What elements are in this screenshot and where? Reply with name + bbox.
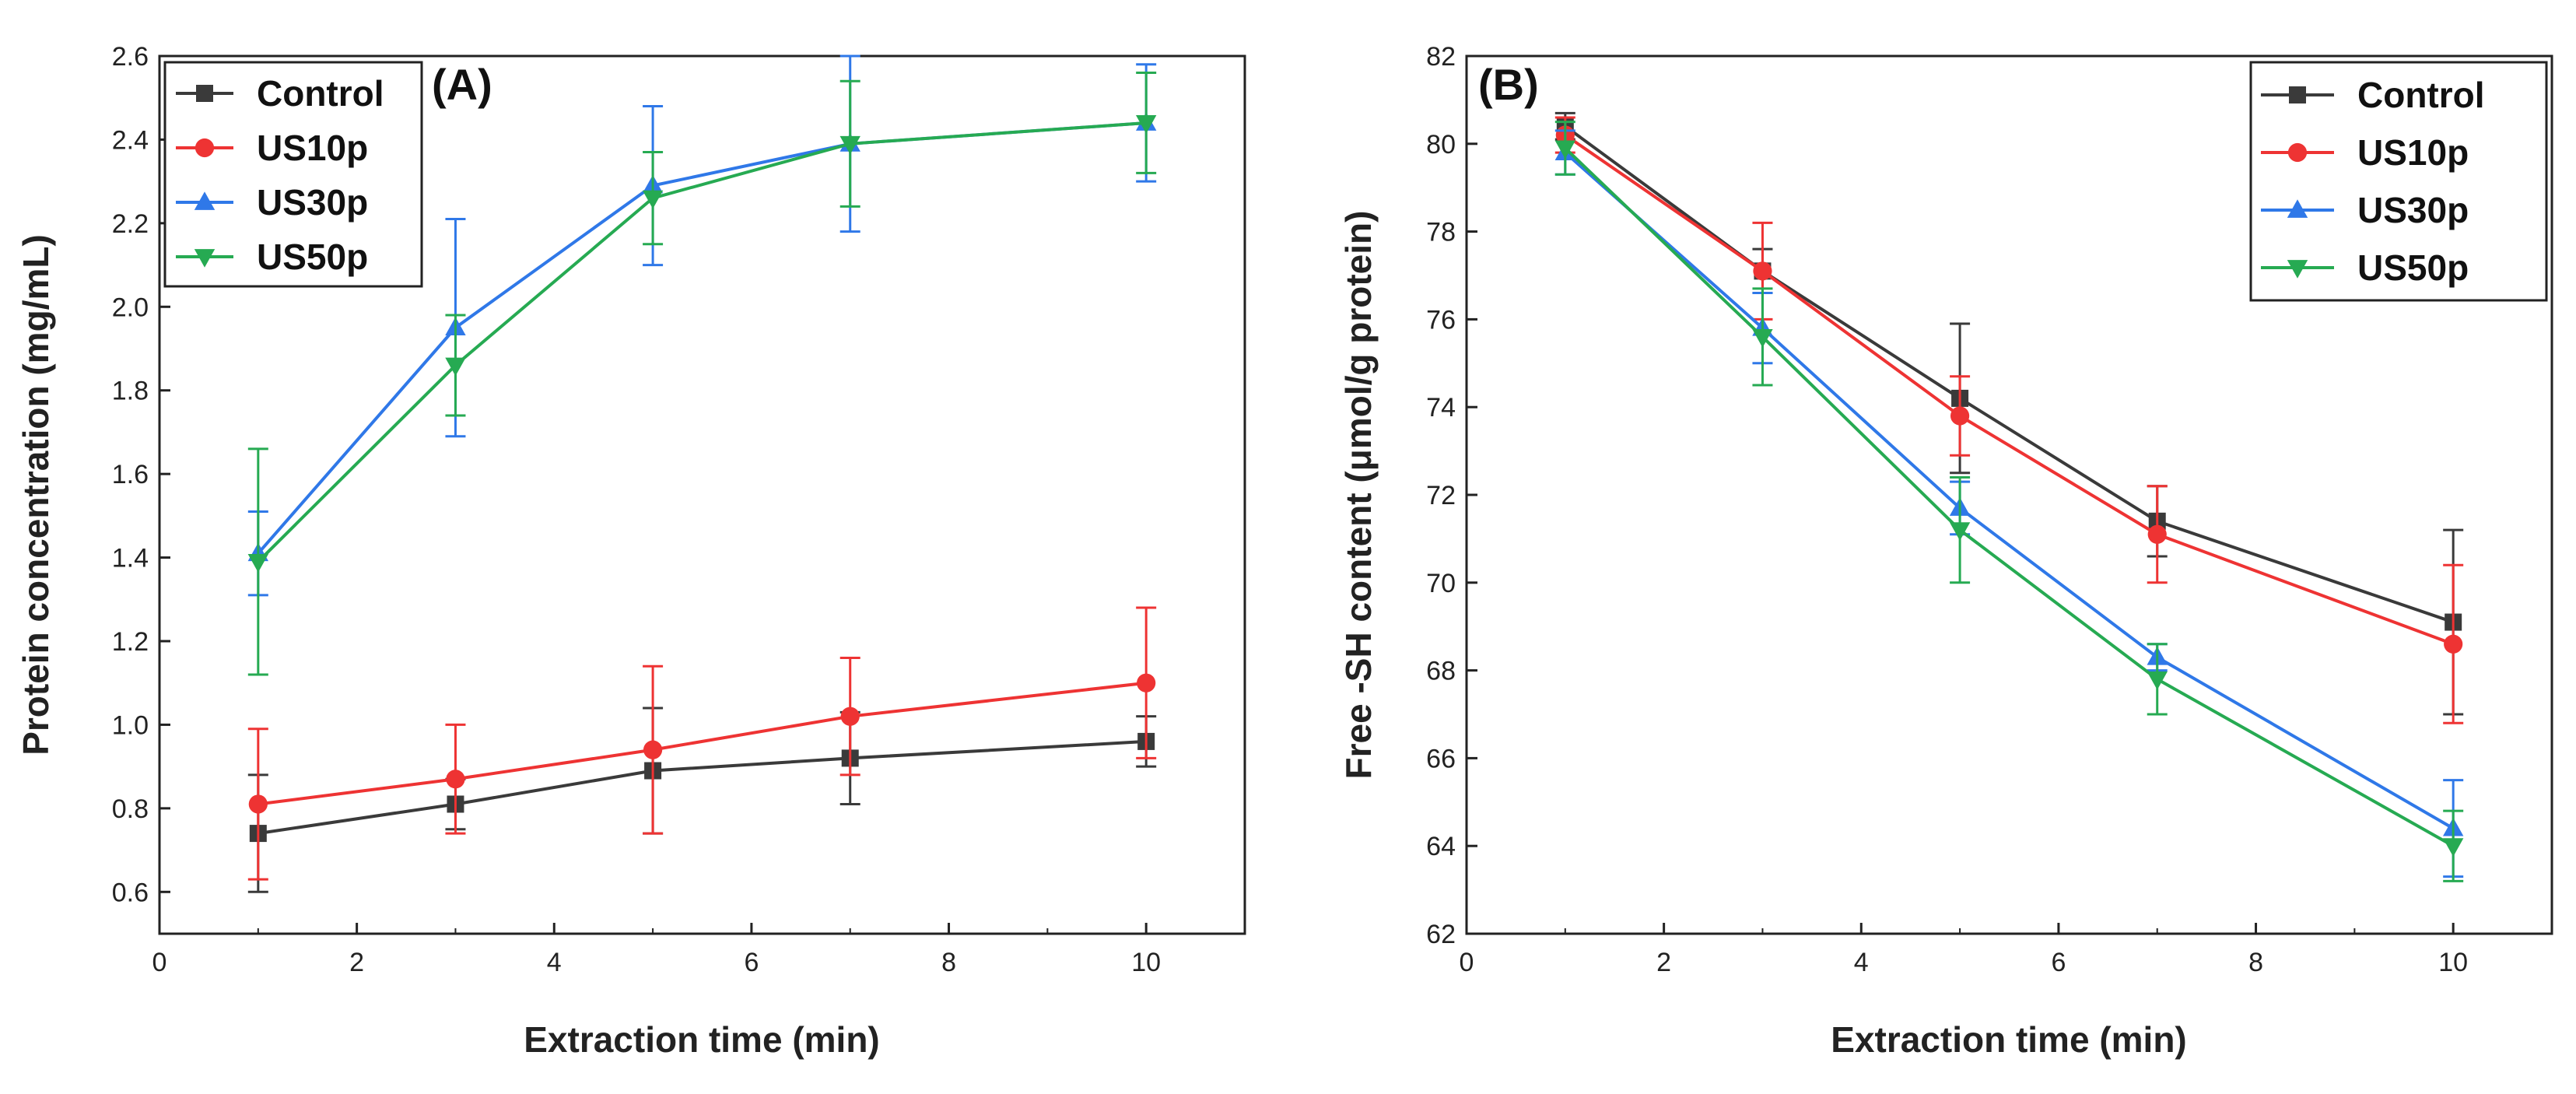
us50p-point (1752, 329, 1773, 348)
panel-a-y-tick-label: 1.8 (112, 377, 149, 406)
panel-a-y-axis-label: Protein concentration (mg/mL) (16, 234, 56, 756)
panel-b-x-tick-label: 8 (2248, 948, 2263, 977)
panel-b-x-tick-label: 4 (1854, 948, 1869, 977)
panel-b-series (1554, 111, 2464, 882)
legend-label: US10p (2357, 132, 2469, 173)
panel-b-legend: Control US10p US30p US50p (2249, 61, 2548, 302)
panel-a-chart: 0 2 4 6 8 10 0.6 0.8 1.0 1.2 1.4 1.6 1.8 2.0 2.2 2.4 2.… (16, 42, 1246, 1060)
panel-a-x-ticks: 0 2 4 6 8 10 (152, 923, 1161, 977)
legend-marker (194, 249, 216, 268)
panel-b-label: (B) (1478, 60, 1539, 109)
panel-b-y-tick-label: 80 (1426, 130, 1456, 160)
us10p-point (1753, 261, 1772, 281)
us50p-point (1949, 522, 1971, 541)
panel-a-y-tick-label: 1.6 (112, 460, 149, 489)
panel-b-y-ticks: 62 64 66 68 70 72 74 76 78 80 82 (1426, 42, 1477, 949)
us10p-point (446, 770, 465, 789)
series-us10p (1554, 116, 2464, 724)
panel-a-x-tick-label: 10 (1131, 948, 1161, 977)
panel-b-x-tick-label: 0 (1460, 948, 1474, 977)
panel-b-x-axis-label: Extraction time (min) (1831, 1019, 2187, 1060)
panel-a-x-tick-label: 0 (152, 948, 167, 977)
panel-b-y-tick-label: 68 (1426, 657, 1456, 686)
panel-b-y-tick-label: 82 (1426, 42, 1456, 72)
legend-label: US30p (2357, 190, 2469, 230)
us10p-point (2444, 634, 2463, 654)
series-us10p (247, 606, 1157, 881)
us10p-point (2147, 524, 2167, 544)
legend-label: US10p (257, 128, 368, 168)
legend-marker (2287, 260, 2308, 279)
panel-a-series (247, 54, 1157, 893)
us50p-point (1135, 115, 1157, 134)
us50p-point (2442, 838, 2464, 857)
legend-marker (195, 138, 215, 158)
us10p-point (840, 707, 860, 726)
series-us50p (1554, 121, 2464, 882)
panel-b-y-tick-label: 72 (1426, 481, 1456, 510)
legend-label: US50p (2357, 247, 2469, 288)
legend-label: US50p (257, 237, 368, 277)
panel-a-label: (A) (432, 60, 492, 109)
panel-a-x-tick-label: 2 (349, 948, 364, 977)
us10p-point (1950, 406, 1970, 426)
panel-a-plot-frame (158, 54, 1246, 935)
panel-b-x-tick-label: 6 (2051, 948, 2066, 977)
us10p-point (1137, 673, 1156, 693)
panel-a-x-tick-label: 8 (941, 948, 956, 977)
legend-marker (196, 85, 213, 102)
legend-marker (2289, 86, 2306, 103)
panel-b-y-tick-label: 70 (1426, 569, 1456, 598)
panel-a-y-tick-label: 1.2 (112, 627, 149, 657)
us50p-point (445, 357, 466, 377)
panel-a-y-tick-label: 2.4 (112, 125, 149, 155)
legend-marker (194, 191, 216, 210)
panel-b-y-tick-label: 74 (1426, 393, 1456, 423)
legend-marker (2287, 199, 2308, 218)
us50p-point (1554, 140, 1576, 160)
us50p-point (2147, 671, 2168, 690)
series-us50p (247, 71, 1157, 676)
panel-b-y-tick-label: 62 (1426, 920, 1456, 949)
panel-a-y-ticks: 0.6 0.8 1.0 1.2 1.4 1.6 1.8 2.0 2.2 2.4 2.6 (112, 42, 170, 907)
legend-marker (2287, 142, 2308, 163)
panel-a-y-tick-label: 1.0 (112, 710, 149, 740)
panel-a-y-tick-label: 2.2 (112, 209, 149, 239)
legend-label: Control (2357, 75, 2485, 115)
legend-label: US30p (257, 182, 368, 223)
panel-a-x-axis-label: Extraction time (min) (524, 1019, 880, 1060)
panel-a-legend: Control US10p US30p US50p (163, 61, 423, 288)
panel-a-y-tick-label: 2.0 (112, 293, 149, 322)
panel-a-y-tick-label: 1.4 (112, 544, 149, 573)
legend-label: Control (257, 73, 384, 114)
us50p-point (247, 554, 269, 573)
us10p-point (248, 794, 268, 814)
panel-b-x-ticks: 0 2 4 6 8 10 (1460, 923, 2468, 977)
us10p-point (643, 740, 663, 759)
us50p-point (839, 135, 860, 155)
panel-b-x-tick-label: 2 (1656, 948, 1671, 977)
panel-b-y-axis-label: Free -SH content (μmol/g protein) (1338, 211, 1379, 780)
panel-a-x-tick-label: 4 (547, 948, 562, 977)
panel-a-y-tick-label: 2.6 (112, 42, 149, 72)
panel-b-y-tick-label: 76 (1426, 305, 1456, 335)
panel-a-x-tick-label: 6 (744, 948, 759, 977)
panel-b-y-tick-label: 64 (1426, 832, 1456, 861)
panel-b-x-tick-label: 10 (2438, 948, 2468, 977)
panel-b-y-tick-label: 78 (1426, 218, 1456, 247)
panel-a-y-tick-label: 0.8 (112, 794, 149, 824)
us50p-point (642, 190, 664, 209)
panel-a-y-tick-label: 0.6 (112, 878, 149, 907)
panel-b-y-tick-label: 66 (1426, 744, 1456, 773)
